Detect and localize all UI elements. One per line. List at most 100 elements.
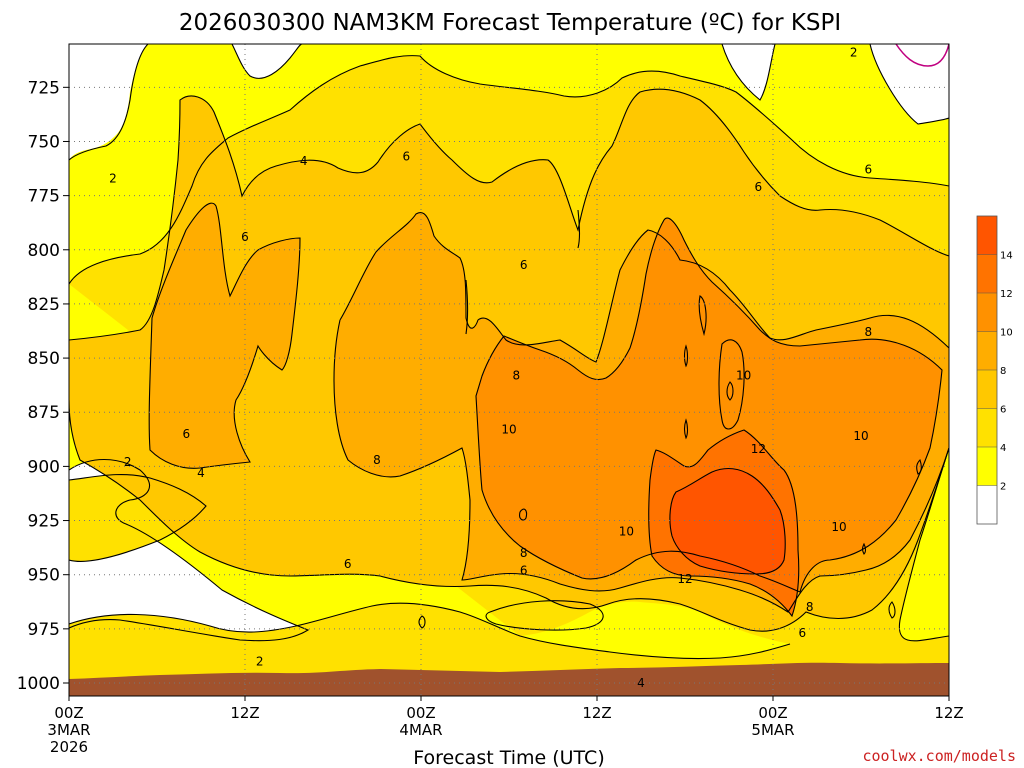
colorbar-swatch bbox=[977, 408, 997, 447]
y-tick-label: 825 bbox=[28, 295, 60, 315]
contour-4-small-loop bbox=[485, 600, 604, 631]
x-tick-label: 12Z bbox=[934, 704, 963, 722]
contour-label: 10 bbox=[736, 368, 751, 382]
temperature-band-above-14 bbox=[669, 468, 786, 574]
colorbar-swatch bbox=[977, 370, 997, 409]
contour-label: 4 bbox=[197, 466, 205, 480]
contour-label: 8 bbox=[865, 325, 873, 339]
contour-label: 2 bbox=[850, 46, 858, 60]
contour-6-upper bbox=[69, 88, 949, 341]
contour-label: 6 bbox=[403, 150, 411, 164]
contour-label: 8 bbox=[513, 368, 521, 382]
contour-negative-2 bbox=[895, 44, 949, 67]
y-tick-label: 800 bbox=[28, 241, 60, 261]
colorbar-swatch bbox=[977, 485, 997, 524]
colorbar-tick-label: 8 bbox=[1000, 366, 1006, 377]
contour-label: 2 bbox=[256, 654, 264, 668]
ground-below-surface bbox=[69, 662, 949, 696]
contour-8-lower bbox=[333, 319, 949, 613]
y-tick-label: 725 bbox=[28, 78, 60, 98]
contour-4-main bbox=[69, 55, 949, 285]
contour-2-upper bbox=[69, 44, 149, 161]
colorbar-tick-label: 12 bbox=[1000, 289, 1013, 300]
contour-12-main bbox=[648, 429, 800, 618]
y-tick-label: 950 bbox=[28, 566, 60, 586]
contour-label: 8 bbox=[520, 546, 528, 560]
contour-label: 6 bbox=[520, 563, 528, 577]
contour-vertical-streaks bbox=[465, 209, 581, 335]
colorbar-tick-label: 14 bbox=[1000, 251, 1013, 262]
colorbar-swatch bbox=[977, 216, 997, 255]
contour-10-main bbox=[475, 217, 943, 593]
colorbar-tick-label: 6 bbox=[1000, 405, 1006, 416]
colorbar-tick-label: 10 bbox=[1000, 328, 1013, 339]
colorbar-tick-label: 2 bbox=[1000, 482, 1006, 493]
y-tick-label: 875 bbox=[28, 403, 60, 423]
colorbar: 2 4 6 8 10 12 14 bbox=[976, 215, 1013, 525]
contour-2-top-center bbox=[231, 44, 303, 79]
colorbar-swatch bbox=[977, 293, 997, 332]
contour-2-top-right-2 bbox=[869, 44, 949, 125]
contour-label: 4 bbox=[300, 154, 308, 168]
x-axis-title: Forecast Time (UTC) bbox=[413, 747, 604, 768]
contour-label: 6 bbox=[183, 427, 191, 441]
x-tick-label: 12Z bbox=[582, 704, 611, 722]
y-tick-label: 750 bbox=[28, 132, 60, 152]
temperature-band-below-2-lower bbox=[69, 459, 308, 641]
contour-8-left bbox=[148, 202, 301, 469]
contour-label: 10 bbox=[619, 524, 634, 538]
contour-8-center bbox=[339, 212, 949, 363]
credit-link[interactable]: coolwx.com/models bbox=[862, 747, 1016, 765]
x-tick-label: 00Z bbox=[758, 704, 787, 722]
temperature-band-below-2-upper bbox=[69, 44, 148, 160]
contour-4-lower-left bbox=[69, 473, 207, 562]
contour-label: 4 bbox=[637, 676, 645, 690]
contour-labels: 2 2 2 2 4 4 4 6 6 6 6 6 6 6 6 6 8 8 8 8 8 10 10 10 10 10 12 12 bbox=[109, 46, 872, 690]
temperature-band-below-2-top-right bbox=[722, 44, 775, 100]
contour-small-loops bbox=[418, 295, 922, 629]
contour-label: 8 bbox=[806, 600, 814, 614]
contour-label: 6 bbox=[241, 230, 249, 244]
chart-title: 2026030300 NAM3KM Forecast Temperature (… bbox=[179, 10, 841, 36]
grid-lines bbox=[69, 44, 949, 696]
contour-lines bbox=[69, 44, 949, 660]
colorbar-swatch bbox=[977, 254, 997, 293]
contour-label: 8 bbox=[373, 453, 381, 467]
contour-label: 12 bbox=[677, 572, 692, 586]
contour-label: 6 bbox=[344, 557, 352, 571]
y-tick-label: 775 bbox=[28, 187, 60, 207]
plot-area bbox=[69, 44, 949, 696]
colorbar-swatch bbox=[977, 331, 997, 370]
contour-4-bottom bbox=[69, 602, 791, 660]
x-tick-label: 12Z bbox=[230, 704, 259, 722]
x-tick-label: 00Z bbox=[54, 704, 83, 722]
temperature-band-10-12 bbox=[476, 218, 942, 592]
y-tick-label: 975 bbox=[28, 620, 60, 640]
y-axis-labels: 725 750 775 800 825 850 875 900 925 950 975 1000 bbox=[17, 78, 69, 694]
y-tick-label: 900 bbox=[28, 457, 60, 477]
contour-label: 6 bbox=[865, 163, 873, 177]
contour-label: 10 bbox=[853, 429, 868, 443]
x-tick-label: 3MAR bbox=[47, 721, 90, 739]
colorbar-tick-label: 4 bbox=[1000, 443, 1006, 454]
colorbar-swatch bbox=[977, 447, 997, 486]
contour-2-top-right bbox=[721, 44, 776, 101]
contour-label: 10 bbox=[831, 520, 846, 534]
contour-label: 2 bbox=[109, 171, 117, 185]
x-tick-label: 5MAR bbox=[751, 721, 794, 739]
contour-6-main bbox=[69, 399, 949, 632]
temperature-band-below-2-top-right-2 bbox=[870, 44, 949, 124]
y-tick-label: 925 bbox=[28, 512, 60, 532]
x-tick-label: 00Z bbox=[406, 704, 435, 722]
contour-2-lower bbox=[69, 459, 310, 642]
x-tick-label: 4MAR bbox=[399, 721, 442, 739]
y-tick-label: 1000 bbox=[17, 674, 60, 694]
x-tick-label: 2026 bbox=[50, 738, 88, 756]
contour-label: 6 bbox=[755, 180, 763, 194]
contour-label: 12 bbox=[751, 442, 766, 456]
contour-label: 10 bbox=[501, 423, 516, 437]
y-tick-label: 850 bbox=[28, 349, 60, 369]
contour-label: 2 bbox=[124, 455, 132, 469]
